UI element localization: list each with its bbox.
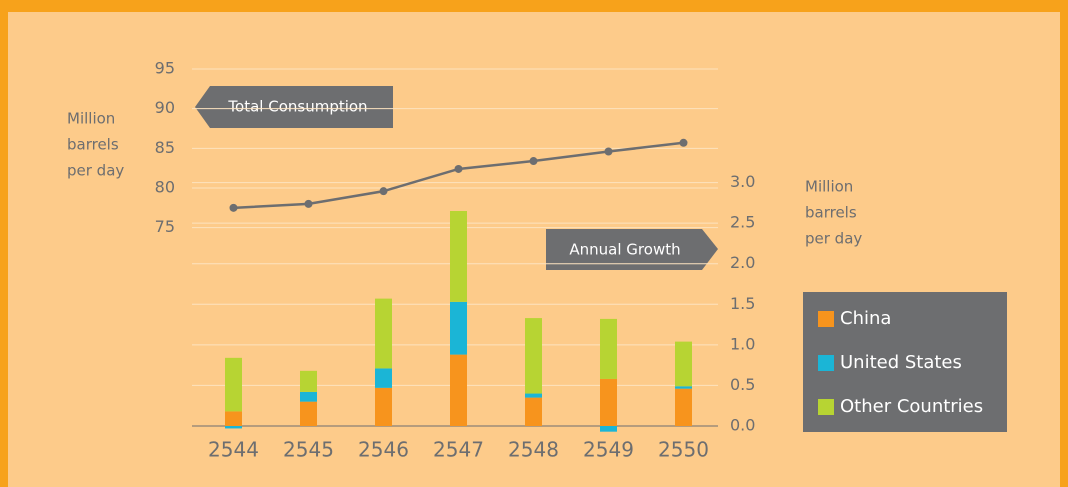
x-tick-label: 2550	[658, 438, 709, 462]
bar	[675, 388, 692, 426]
y2-tick-label: 3.0	[730, 172, 755, 191]
y2-tick-label: 1.5	[730, 294, 755, 313]
bar	[525, 318, 542, 394]
bar	[375, 298, 392, 369]
marker	[529, 157, 538, 166]
x-tick-label: 2549	[583, 438, 634, 462]
marker	[679, 138, 688, 147]
y2-tick-label: 1.0	[730, 334, 755, 353]
y-axis-label: Million	[67, 110, 115, 128]
legend-swatch	[818, 355, 834, 371]
marker	[229, 203, 238, 212]
y2-axis-label: per day	[805, 230, 862, 248]
marker	[454, 164, 463, 173]
legend-label: China	[840, 308, 891, 329]
x-tick-label: 2545	[283, 438, 334, 462]
y2-tick-label: 0.0	[730, 416, 755, 435]
y2-axis-label: Million	[805, 178, 853, 196]
y-axis-label: per day	[67, 162, 124, 180]
legend	[803, 292, 1007, 432]
bar	[225, 357, 242, 412]
bar	[450, 301, 467, 355]
marker	[379, 187, 388, 196]
bar	[525, 393, 542, 398]
bar	[675, 341, 692, 387]
annotation-box	[195, 86, 393, 128]
y-tick-label: 90	[155, 98, 175, 117]
marker	[604, 147, 613, 156]
x-tick-label: 2546	[358, 438, 409, 462]
bar	[450, 210, 467, 302]
legend-label: Other Countries	[840, 396, 983, 417]
y2-tick-label: 0.5	[730, 375, 755, 394]
annotation: Total Consumption	[227, 98, 367, 116]
annotation: Annual Growth	[569, 241, 680, 259]
bar	[525, 397, 542, 426]
y-tick-label: 80	[155, 178, 175, 197]
y-tick-label: 95	[155, 59, 175, 78]
bar	[300, 391, 317, 402]
marker	[304, 199, 313, 208]
y-tick-label: 85	[155, 138, 175, 157]
bar	[600, 426, 617, 432]
legend-swatch	[818, 311, 834, 327]
y2-axis-label: barrels	[805, 204, 857, 222]
x-tick-label: 2544	[208, 438, 259, 462]
y2-tick-label: 2.5	[730, 213, 755, 232]
bar	[375, 387, 392, 426]
legend-swatch	[818, 399, 834, 415]
bar	[675, 386, 692, 389]
y2-tick-label: 2.0	[730, 253, 755, 272]
y-axis-label: barrels	[67, 136, 119, 154]
bar	[225, 411, 242, 426]
x-tick-label: 2547	[433, 438, 484, 462]
x-tick-label: 2548	[508, 438, 559, 462]
y-tick-label: 75	[155, 217, 175, 236]
bar	[375, 368, 392, 388]
bar	[300, 370, 317, 392]
bar	[225, 426, 242, 429]
bar	[450, 354, 467, 426]
bar	[600, 378, 617, 426]
bar	[600, 318, 617, 379]
bar	[300, 401, 317, 426]
annotation-box	[546, 229, 718, 270]
legend-label: United States	[840, 352, 962, 373]
